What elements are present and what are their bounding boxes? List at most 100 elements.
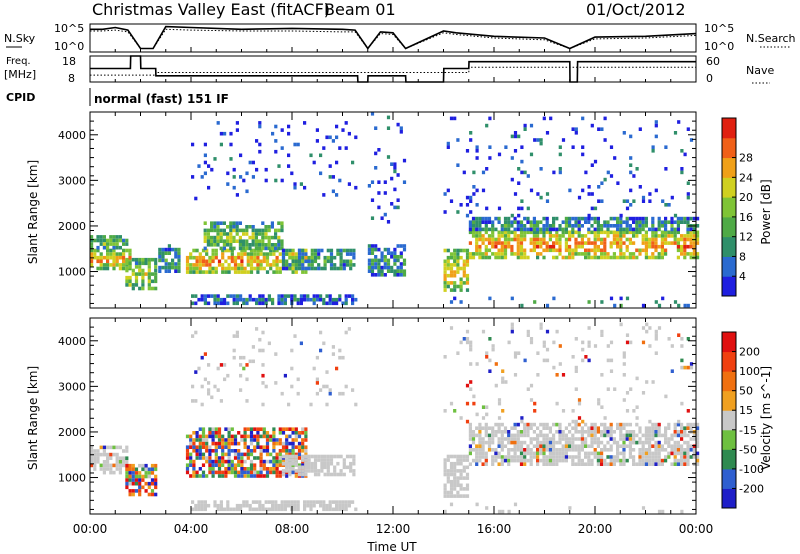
heatmap-cell — [593, 433, 597, 438]
heatmap-cell — [568, 455, 572, 459]
heatmap-cell — [122, 263, 126, 267]
heatmap-cell — [367, 251, 371, 255]
heatmap-cell — [264, 500, 268, 504]
heatmap-cell — [203, 246, 207, 251]
heatmap-cell — [386, 155, 391, 159]
heatmap-cell — [641, 462, 645, 466]
heatmap-cell — [219, 503, 223, 508]
heatmap-cell — [221, 248, 225, 253]
heatmap-cell — [217, 431, 222, 435]
heatmap-cell — [222, 221, 226, 225]
heatmap-cell — [386, 126, 391, 130]
heatmap-cell — [254, 232, 258, 236]
heatmap-cell — [465, 472, 470, 477]
heatmap-cell — [545, 358, 550, 363]
colorbar-swatch — [722, 390, 736, 411]
heatmap-cell — [670, 448, 674, 452]
heatmap-cell — [248, 294, 252, 298]
heatmap-cell — [128, 248, 132, 253]
heatmap-cell — [122, 259, 126, 264]
heatmap-cell — [648, 451, 652, 456]
heatmap-cell — [462, 266, 466, 271]
heatmap-cell — [644, 451, 648, 456]
heatmap-cell — [251, 235, 255, 240]
heatmap-cell — [201, 270, 206, 274]
heatmap-cell — [456, 458, 460, 462]
heatmap-cell — [254, 239, 258, 243]
heatmap-cell — [259, 459, 263, 464]
heatmap-cell — [154, 463, 158, 468]
heatmap-cell — [600, 333, 604, 337]
heatmap-cell — [593, 440, 597, 445]
heatmap-cell — [644, 455, 648, 459]
heatmap-cell — [542, 458, 546, 463]
heatmap-cell — [667, 230, 671, 235]
freq-left-tick-bottom: 8 — [68, 72, 75, 85]
heatmap-cell — [468, 224, 472, 228]
heatmap-cell — [227, 434, 231, 439]
heatmap-cell — [478, 220, 482, 224]
heatmap-cell — [219, 228, 223, 233]
heatmap-cell — [102, 463, 106, 468]
heatmap-cell — [625, 216, 629, 221]
heatmap-cell — [213, 235, 217, 240]
heatmap-cell — [211, 449, 215, 453]
heatmap-cell — [277, 221, 281, 225]
heatmap-cell — [237, 449, 241, 453]
heatmap-cell — [622, 241, 626, 245]
heatmap-cell — [596, 437, 600, 441]
heatmap-cell — [469, 380, 473, 384]
heatmap-cell — [555, 440, 559, 445]
heatmap-cell — [229, 294, 233, 298]
heatmap-cell — [261, 301, 265, 306]
heatmap-cell — [635, 440, 639, 445]
heatmap-cell — [478, 237, 482, 242]
heatmap-cell — [692, 216, 696, 221]
heatmap-cell — [686, 448, 690, 452]
heatmap-cell — [249, 255, 254, 260]
heatmap-cell — [574, 365, 578, 370]
heatmap-cell — [301, 255, 305, 260]
heatmap-cell — [211, 252, 215, 256]
heatmap-cell — [497, 255, 501, 260]
heatmap-cell — [657, 509, 662, 514]
heatmap-cell — [194, 294, 198, 298]
heatmap-cell — [125, 279, 129, 284]
heatmap-cell — [596, 426, 600, 430]
heatmap-cell — [616, 422, 620, 427]
heatmap-cell — [256, 438, 260, 442]
heatmap-cell — [516, 430, 520, 434]
heatmap-cell — [262, 467, 266, 471]
heatmap-cell — [275, 470, 279, 475]
heatmap-cell — [150, 286, 155, 291]
heatmap-cell — [446, 469, 450, 473]
heatmap-cell — [322, 507, 326, 512]
heatmap-cell — [478, 234, 482, 238]
heatmap-cell — [297, 452, 302, 457]
heatmap-cell — [545, 216, 549, 221]
heatmap-cell — [564, 224, 568, 228]
heatmap-cell — [494, 237, 498, 242]
heatmap-cell — [548, 448, 552, 452]
heatmap-cell — [696, 230, 700, 235]
heatmap-cell — [280, 221, 284, 225]
heatmap-cell — [109, 255, 113, 260]
heatmap-cell — [306, 500, 310, 504]
heatmap-cell — [453, 284, 457, 289]
heatmap-cell — [449, 300, 454, 304]
heatmap-cell — [240, 434, 244, 439]
heatmap-cell — [310, 263, 314, 267]
heatmap-cell — [370, 247, 375, 252]
heatmap-cell — [519, 440, 524, 445]
heatmap-cell — [689, 455, 693, 459]
heatmap-cell — [217, 441, 222, 446]
heatmap-cell — [465, 419, 470, 424]
heatmap-cell — [536, 444, 540, 448]
heatmap-cell — [341, 128, 345, 132]
heatmap-cell — [329, 454, 334, 459]
heatmap-cell — [393, 258, 397, 263]
heatmap-cell — [147, 474, 151, 479]
heatmap-cell — [294, 469, 298, 473]
heatmap-cell — [293, 185, 297, 190]
heatmap-cell — [238, 239, 242, 243]
